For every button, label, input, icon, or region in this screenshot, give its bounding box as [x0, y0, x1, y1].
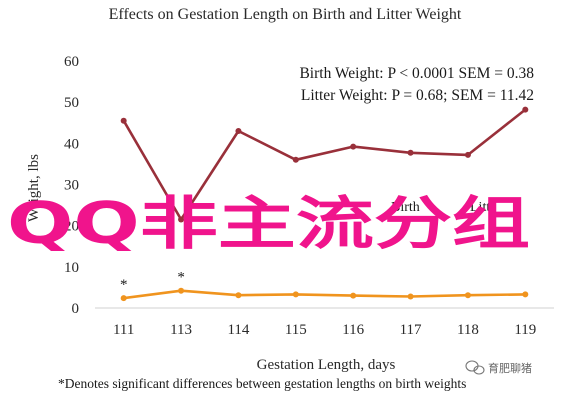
- annotation-litter-weight: Litter Weight: P = 0.68; SEM = 11.42: [301, 87, 534, 104]
- significance-marker: *: [177, 270, 185, 286]
- x-tick-label: 115: [285, 322, 307, 338]
- legend-fragment-litter: Litte: [470, 200, 496, 215]
- data-point-birth-weight: [522, 291, 529, 298]
- data-point-litter-weight: [178, 216, 185, 223]
- data-point-litter-weight: [464, 151, 471, 158]
- data-point-birth-weight: [235, 292, 242, 299]
- x-tick-label: 118: [457, 322, 479, 338]
- x-tick-label: 116: [342, 322, 364, 338]
- x-axis-ticks: 111 113 114 115 116 117 118 119: [113, 322, 536, 338]
- data-point-birth-weight: [178, 287, 185, 294]
- y-axis-title: Weight, lbs: [26, 154, 42, 222]
- data-point-litter-weight: [407, 149, 414, 156]
- overlay-watermark-text: QQ非主流分组: [7, 191, 530, 257]
- y-tick-label: 60: [64, 54, 79, 70]
- data-point-birth-weight: [407, 293, 414, 300]
- watermark: 育肥聊猪: [465, 360, 532, 375]
- y-tick-label: 40: [64, 136, 79, 152]
- y-tick-label: 50: [64, 95, 79, 111]
- series-line-litter-weight: [122, 108, 527, 221]
- data-point-litter-weight: [292, 156, 299, 163]
- x-tick-label: 114: [227, 322, 249, 338]
- data-point-litter-weight: [350, 143, 357, 150]
- data-point-birth-weight: [464, 292, 471, 299]
- x-axis-title: Gestation Length, days: [257, 357, 396, 373]
- y-tick-label: 0: [72, 301, 80, 317]
- annotation-birth-weight: Birth Weight: P < 0.0001 SEM = 0.38: [299, 65, 534, 82]
- footnote: *Denotes significant differences between…: [58, 376, 466, 391]
- watermark-text: 育肥聊猪: [488, 361, 532, 375]
- chart-title: Effects on Gestation Length on Birth and…: [109, 6, 462, 23]
- data-point-litter-weight: [235, 127, 242, 134]
- y-axis-ticks: 0 10 20 30 40 50 60: [64, 54, 79, 317]
- x-tick-label: 111: [113, 322, 134, 338]
- series-line-birth-weight: [123, 289, 526, 300]
- x-tick-label: 113: [170, 322, 192, 338]
- series-layer: [120, 106, 529, 302]
- data-point-birth-weight: [350, 292, 357, 299]
- significance-markers: * *: [120, 270, 185, 293]
- y-tick-label: 20: [64, 219, 79, 235]
- data-point-litter-weight: [120, 117, 127, 124]
- data-point-birth-weight: [292, 291, 299, 298]
- x-tick-label: 119: [514, 322, 536, 338]
- wechat-icon: [465, 360, 485, 375]
- data-point-litter-weight: [522, 106, 529, 113]
- data-point-birth-weight: [120, 295, 127, 302]
- legend-fragment-birth: Birth: [391, 200, 420, 215]
- significance-marker: *: [120, 277, 128, 293]
- y-tick-label: 30: [64, 178, 79, 194]
- y-tick-label: 10: [64, 260, 79, 276]
- x-tick-label: 117: [400, 322, 422, 338]
